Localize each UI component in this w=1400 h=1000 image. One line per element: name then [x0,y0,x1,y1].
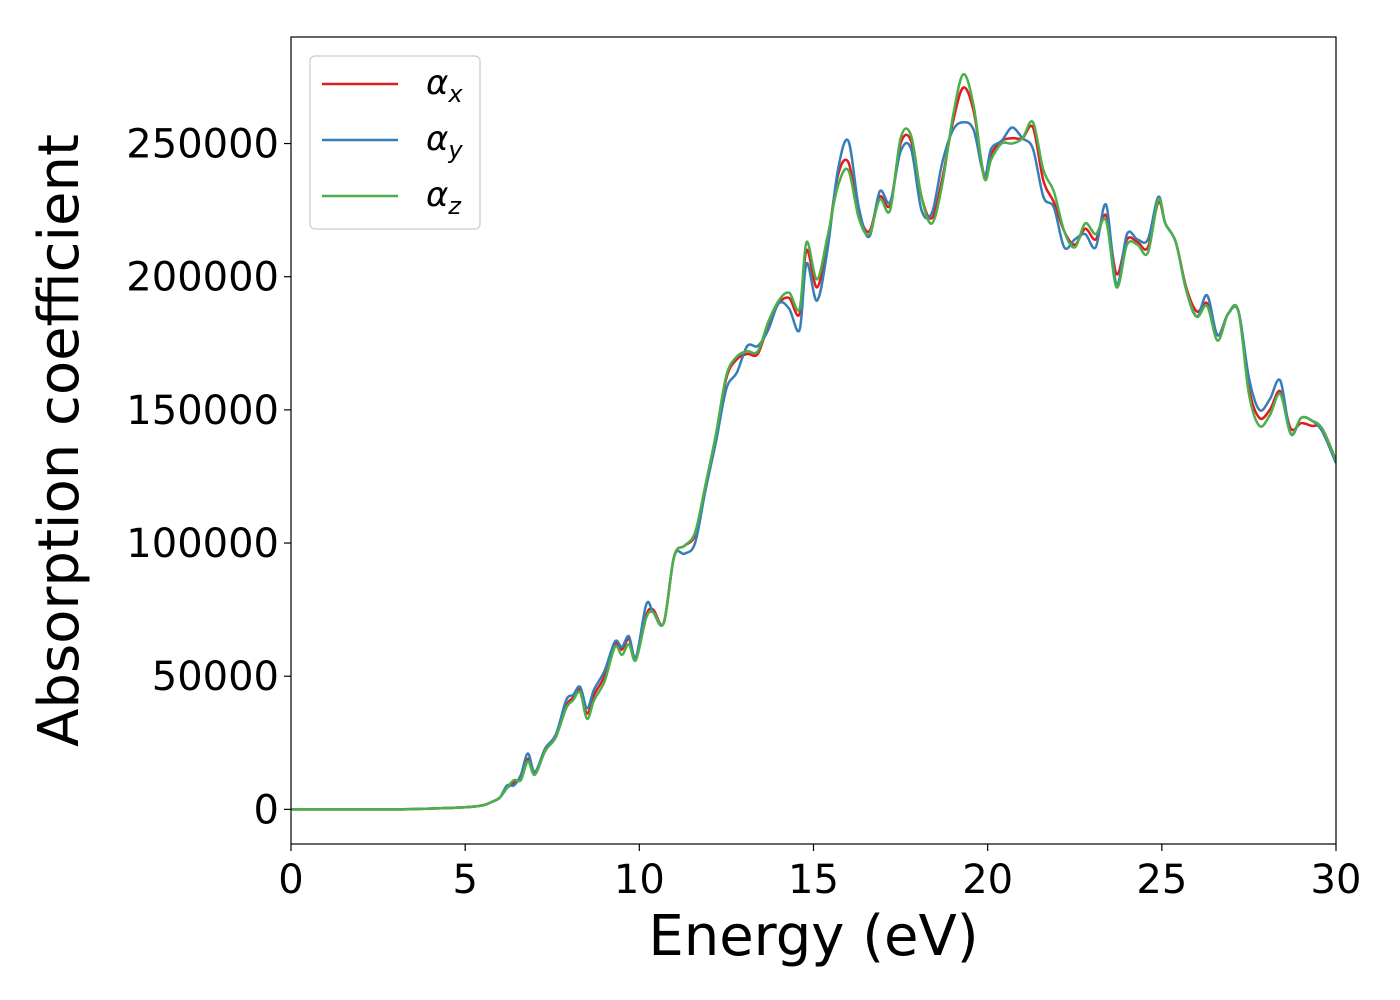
legend-label: αz [426,175,462,220]
y-tick-label: 250000 [126,122,279,168]
y-tick-label: 0 [254,787,279,833]
x-axis-ticks: 0 5 10 15 20 25 30 [278,844,1361,903]
legend: αx αy αz [309,55,481,230]
legend-label: αx [426,63,463,108]
y-axis-ticks: 0 50000 100000 150000 200000 250000 [126,122,291,833]
y-axis-title: Absorption coefficient [27,134,92,747]
series-line-3 [291,73,1336,811]
x-tick-label: 30 [1311,857,1362,903]
legend-frame [309,55,481,230]
y-tick-label: 50000 [152,654,279,700]
legend-label: αy [426,119,463,164]
x-tick-label: 20 [962,857,1013,903]
x-tick-label: 10 [614,857,665,903]
x-tick-label: 5 [452,857,477,903]
y-tick-label: 150000 [126,388,279,434]
y-tick-label: 100000 [126,521,279,567]
y-tick-label: 200000 [126,255,279,301]
x-axis-title: Energy (eV) [648,904,978,969]
x-tick-label: 25 [1136,857,1187,903]
x-tick-label: 0 [278,857,303,903]
plot-lines [291,73,1336,811]
x-tick-label: 15 [788,857,839,903]
